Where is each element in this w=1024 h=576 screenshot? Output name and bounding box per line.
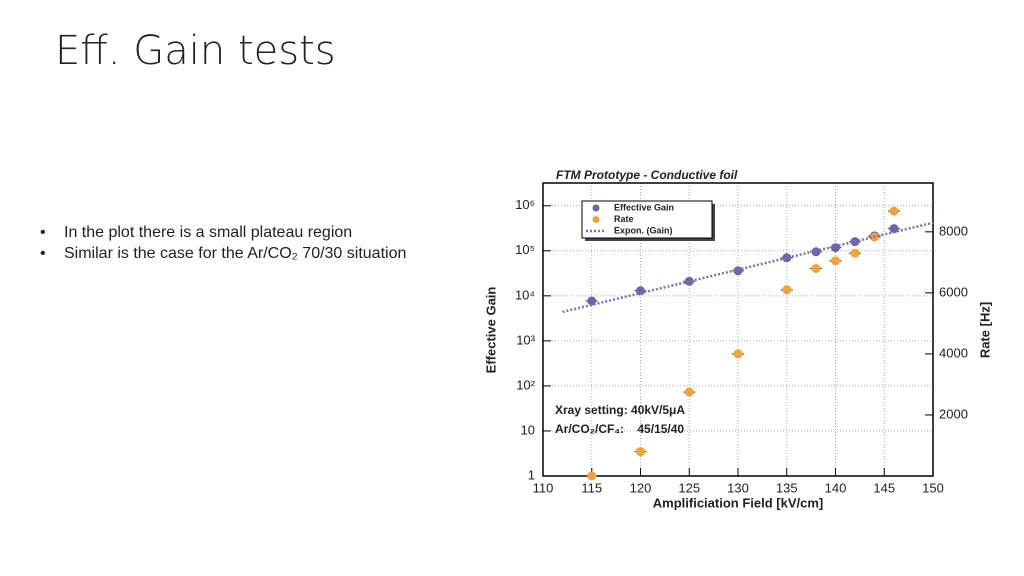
bullet: In the plot there is a small plateau reg… bbox=[40, 224, 406, 242]
annotation: Ar/CO₂/CF₄: 45/15/40 bbox=[555, 422, 684, 436]
point bbox=[684, 276, 694, 286]
x-tick-label: 140 bbox=[825, 480, 847, 495]
legend-swatch bbox=[592, 216, 600, 223]
point bbox=[889, 224, 899, 234]
y2-tick-label: 2000 bbox=[939, 406, 968, 421]
point bbox=[587, 471, 597, 481]
point bbox=[831, 243, 840, 253]
plot-frame bbox=[542, 182, 934, 477]
y2-tick-label: 6000 bbox=[939, 284, 968, 299]
y2-tick-label: 4000 bbox=[939, 345, 968, 360]
x-tick-label: 145 bbox=[873, 480, 895, 495]
point bbox=[636, 447, 645, 457]
point bbox=[733, 349, 743, 359]
point bbox=[811, 263, 821, 273]
legend-label: Effective Gain bbox=[614, 202, 674, 212]
point bbox=[782, 285, 792, 295]
x-tick-label: 135 bbox=[776, 480, 798, 495]
y-tick-label: 10 bbox=[521, 422, 535, 437]
legend-swatch bbox=[592, 204, 600, 212]
y2-axis-label: Rate [Hz] bbox=[977, 302, 992, 358]
x-tick-label: 125 bbox=[678, 480, 700, 495]
y-tick-label: 10³ bbox=[516, 332, 535, 347]
legend-label: Expon. (Gain) bbox=[614, 225, 673, 235]
point bbox=[831, 256, 840, 266]
slide-title: Eff. Gain tests bbox=[55, 28, 336, 74]
bullet-list: In the plot there is a small plateau reg… bbox=[40, 224, 406, 266]
chart-title: FTM Prototype - Conductive foil bbox=[556, 168, 738, 182]
bullet: Similar is the case for the Ar/CO₂ 70/30… bbox=[40, 245, 406, 263]
y-tick-label: 1 bbox=[528, 467, 535, 482]
y2-tick-label: 8000 bbox=[939, 223, 968, 238]
point bbox=[782, 253, 792, 263]
point bbox=[889, 206, 899, 216]
fit-line bbox=[562, 221, 934, 314]
annotation: Xray setting: 40kV/5μA bbox=[555, 403, 685, 417]
x-tick-label: 130 bbox=[727, 480, 749, 495]
point bbox=[850, 248, 860, 258]
x-tick-label: 115 bbox=[581, 480, 602, 495]
y-axis-label: Effective Gain bbox=[483, 287, 498, 374]
point bbox=[684, 387, 694, 397]
y-tick-label: 10² bbox=[516, 377, 535, 392]
y-tick-label: 10⁴ bbox=[515, 287, 535, 302]
x-tick-label: 150 bbox=[922, 480, 944, 495]
legend-label: Rate bbox=[614, 214, 634, 224]
x-tick-label: 120 bbox=[630, 480, 652, 495]
y-tick-label: 10⁵ bbox=[515, 242, 535, 257]
point bbox=[636, 286, 645, 296]
y-tick-label: 10⁶ bbox=[515, 197, 535, 212]
x-tick-label: 110 bbox=[533, 480, 554, 495]
x-axis-label: Amplificiation Field [kV/cm] bbox=[653, 495, 823, 510]
